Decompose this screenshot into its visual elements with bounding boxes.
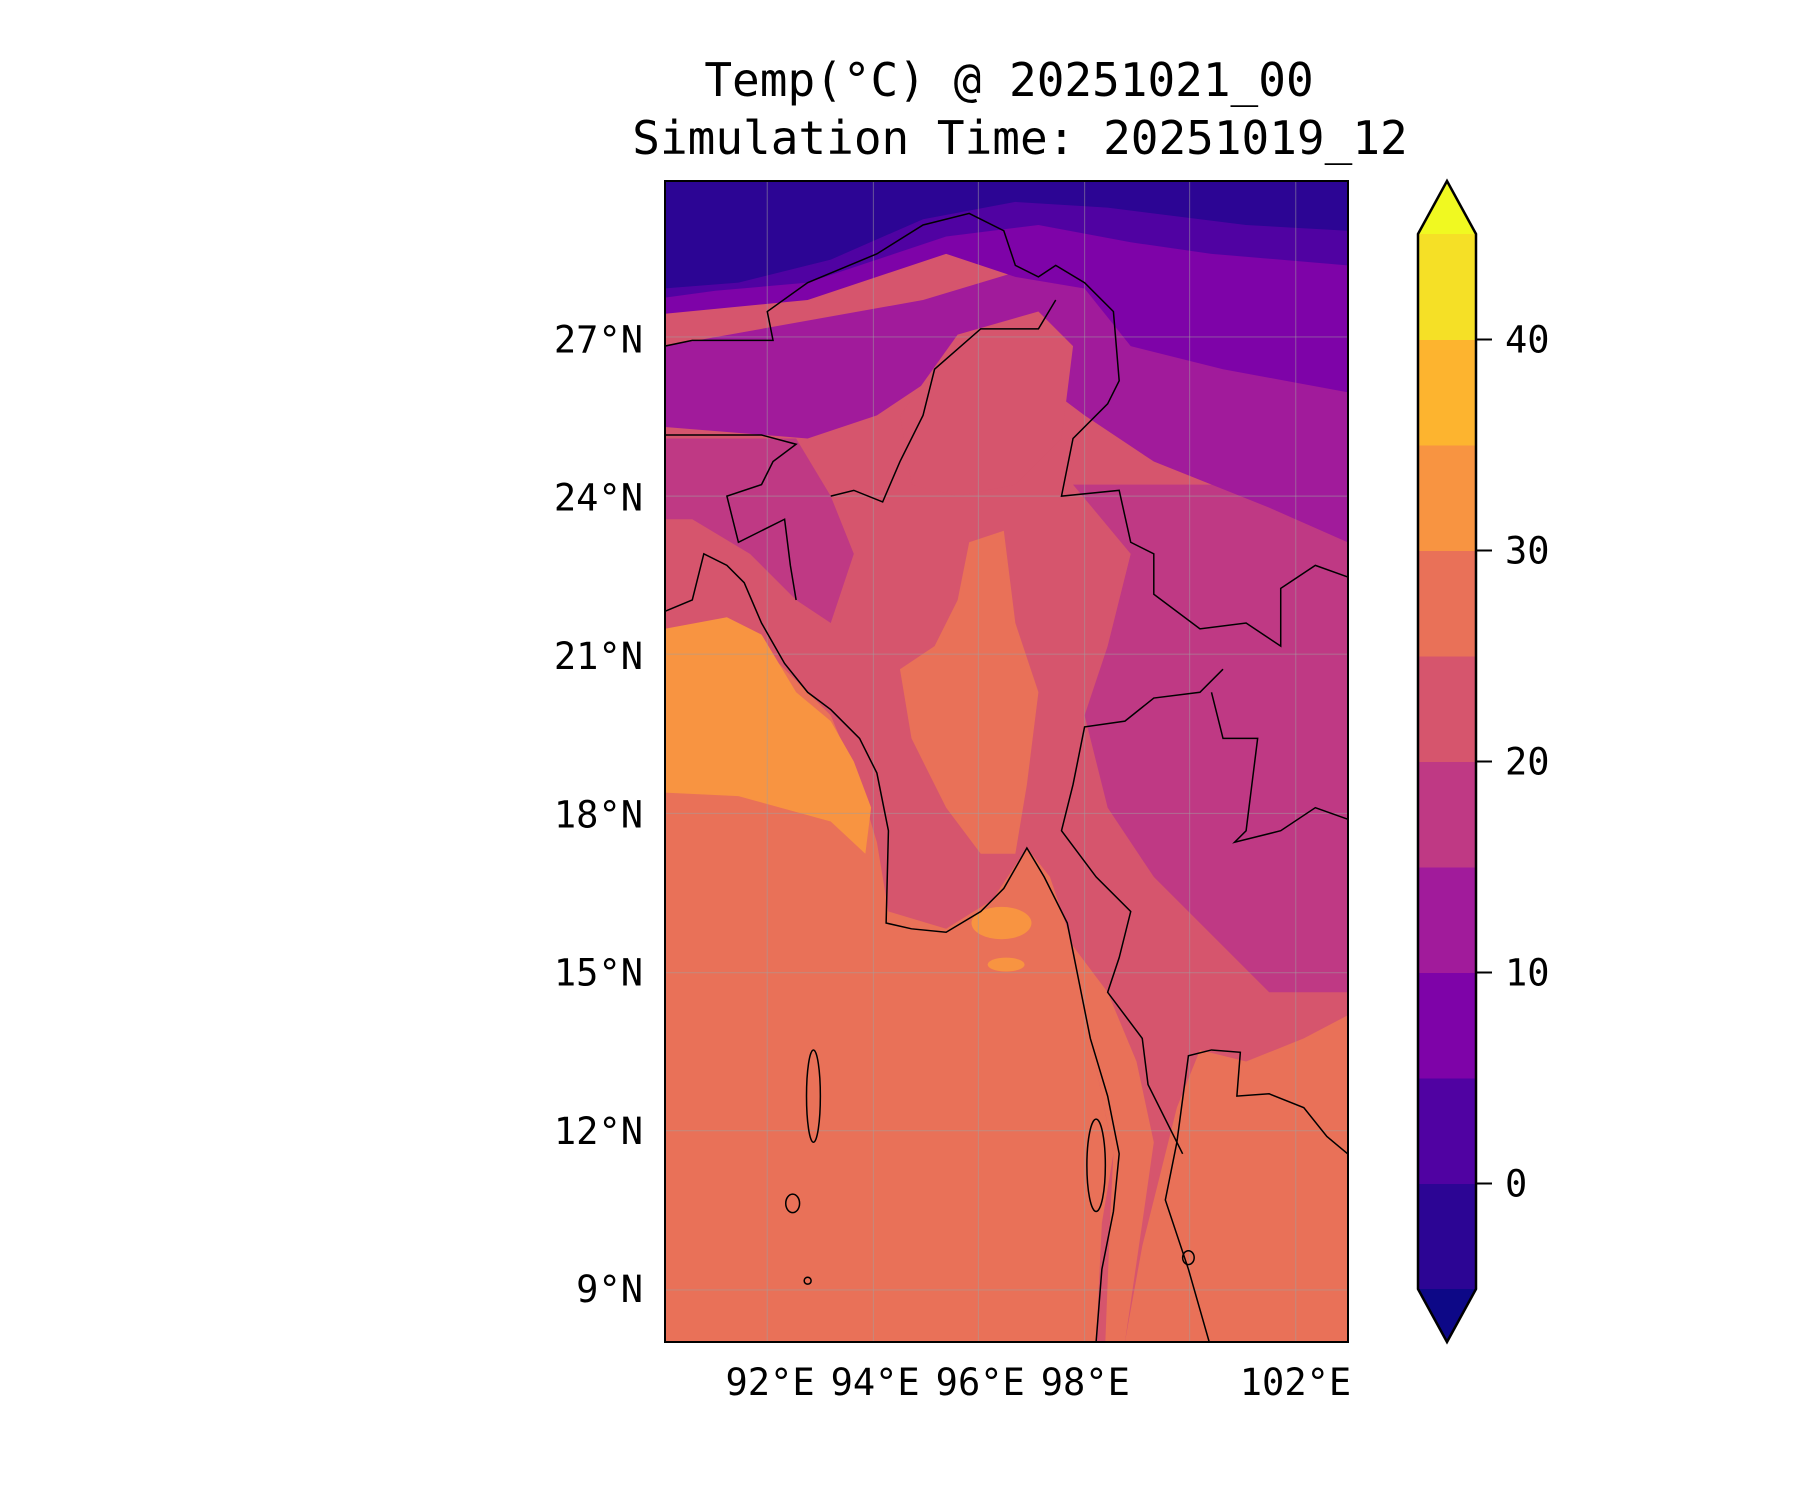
contour-minus5-0 [665,181,1348,289]
island [1181,1249,1195,1266]
colorbar-band [1418,972,1476,1079]
contour-30-35-patch [971,906,1032,940]
colorbar-band [1418,339,1476,446]
contour-30-35-bay [665,617,872,854]
y-tick-label: 21°N [554,635,643,678]
colorbar-band [1418,550,1476,657]
y-tick-label: 9°N [576,1268,643,1311]
chart-subtitle: Simulation Time: 20251019_12 [632,111,1407,165]
colorbar-tick-label: 40 [1505,319,1550,362]
colorbar-tick-label: 30 [1505,530,1550,573]
border-line [1060,668,1224,1155]
x-axis-ticks: 92°E 94°E 96°E 98°E 102°E [726,1361,1352,1404]
colorbar-tick-label: 0 [1505,1163,1527,1206]
coastline [665,552,1120,1342]
border-line [665,434,798,601]
colorbar-band [1418,1078,1476,1184]
island [805,1049,822,1144]
border-line [830,299,1057,503]
colorbar-band [1418,656,1476,762]
colorbar-band [1418,445,1476,551]
chart-title: Temp(°C) @ 20251021_00 [704,53,1313,107]
island [803,1276,812,1285]
gridlines [665,181,1348,1342]
contour-15-20-east [1073,484,1348,993]
y-tick-label: 27°N [554,318,643,361]
colorbar-outline [1416,178,1478,1345]
y-tick-label: 15°N [554,952,643,995]
contour-25-30-coast [1073,946,1154,1342]
colorbar-band [1418,234,1476,340]
contour-30-35-patch [987,957,1025,972]
colorbar [1416,178,1478,1345]
colorbar-ticks: 0 10 20 30 40 [1476,319,1550,1206]
island [784,1193,801,1214]
contour-20-25-kachin [899,311,1074,497]
map-area [665,181,1348,1342]
y-tick-label: 18°N [554,793,643,836]
border-line [1210,692,1348,844]
y-tick-label: 24°N [554,477,643,520]
x-tick-label: 92°E [726,1361,815,1404]
colorbar-band [1418,867,1476,973]
contour-15-20-west [665,438,854,624]
colorbar-band [1418,1183,1476,1290]
x-tick-label: 98°E [1041,1361,1130,1404]
coastlines-and-borders [665,212,1348,1342]
coastline-gulf [1164,1049,1348,1342]
y-tick-label: 12°N [554,1110,643,1153]
border-line [665,212,1348,648]
colorbar-extend-min [1418,1289,1476,1342]
x-tick-label: 94°E [831,1361,920,1404]
x-tick-label: 96°E [936,1361,1025,1404]
y-axis-ticks: 27°N 24°N 21°N 18°N 15°N 12°N 9°N [554,318,643,1311]
contour-25-30-central [899,530,1039,854]
colorbar-tick-label: 20 [1505,741,1550,784]
colorbar-band [1418,761,1476,868]
colorbar-tick-label: 10 [1505,952,1550,995]
colorbar-extend-max [1418,181,1476,234]
x-tick-label: 102°E [1240,1361,1351,1404]
map-frame [664,180,1349,1343]
island [1086,1118,1107,1213]
